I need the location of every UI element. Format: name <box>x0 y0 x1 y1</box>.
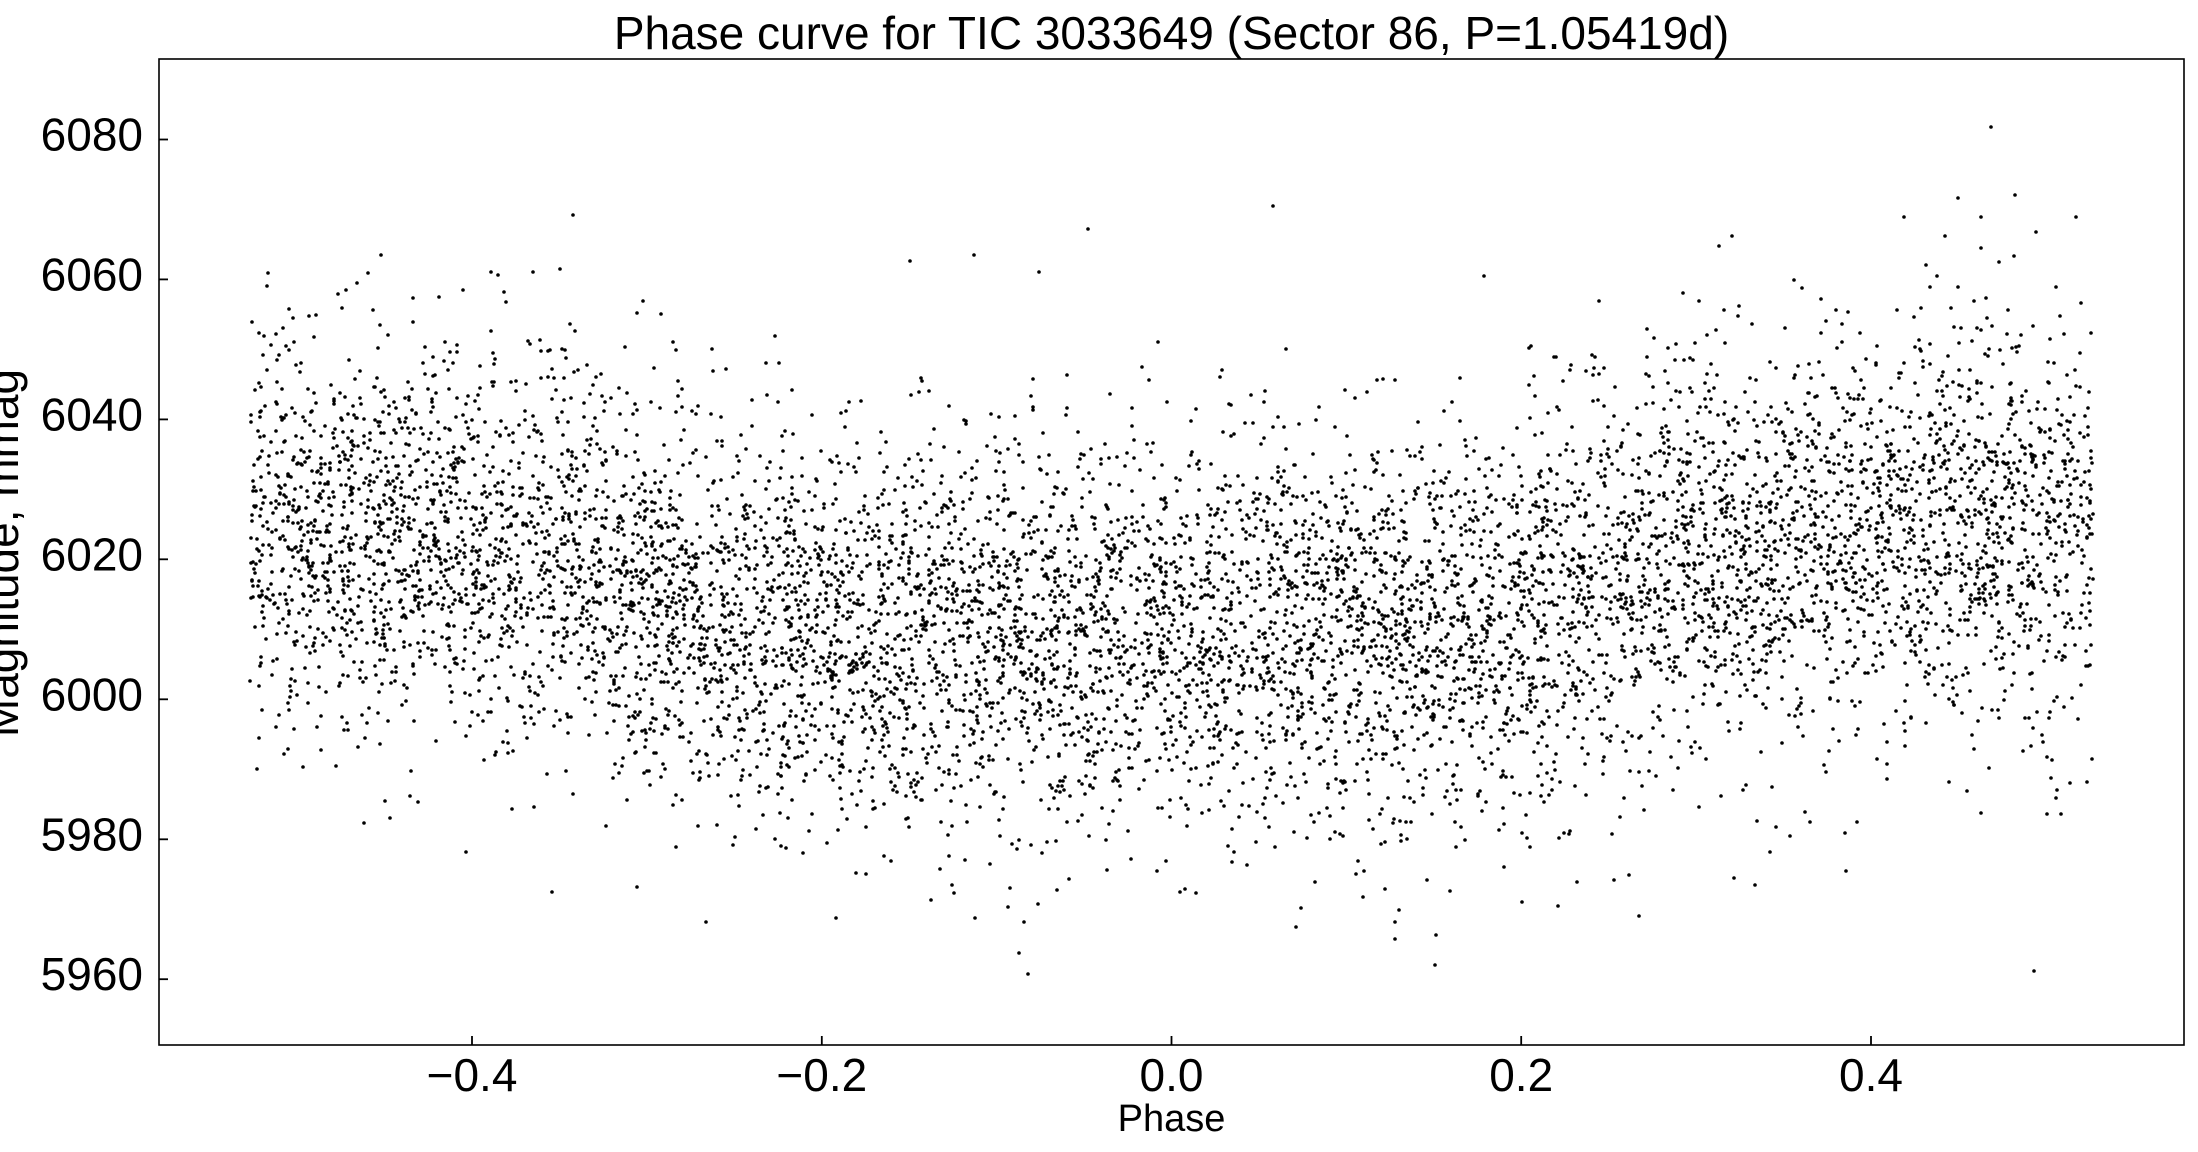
svg-text:5960: 5960 <box>41 948 143 1000</box>
svg-text:6020: 6020 <box>41 528 143 580</box>
svg-text:0.2: 0.2 <box>1489 1049 1553 1101</box>
svg-text:6060: 6060 <box>41 248 143 300</box>
svg-text:0.0: 0.0 <box>1140 1049 1204 1101</box>
svg-text:6080: 6080 <box>41 109 143 161</box>
svg-text:0.4: 0.4 <box>1839 1049 1903 1101</box>
svg-text:6040: 6040 <box>41 388 143 440</box>
svg-text:−0.4: −0.4 <box>427 1049 518 1101</box>
svg-text:5980: 5980 <box>41 808 143 860</box>
svg-text:−0.2: −0.2 <box>776 1049 867 1101</box>
svg-text:6000: 6000 <box>41 668 143 720</box>
